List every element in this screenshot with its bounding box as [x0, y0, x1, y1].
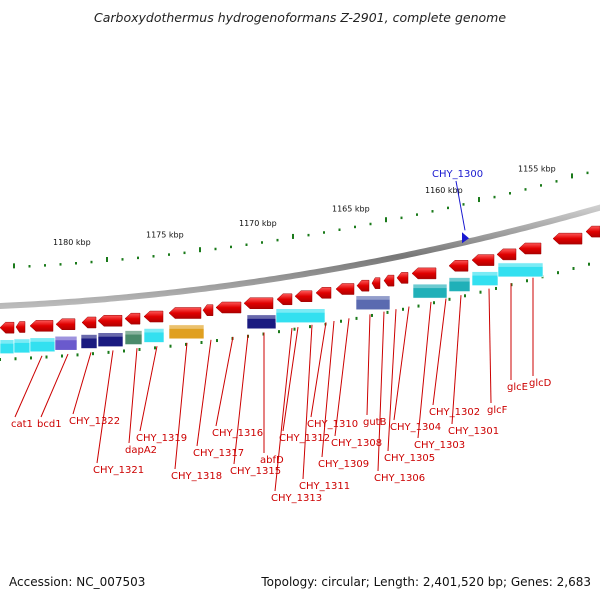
gene-arrow [15, 321, 26, 333]
gene-label: CHY_1301 [448, 426, 499, 437]
gene-label: CHY_1308 [331, 438, 382, 449]
scale-label: 1180 kbp [53, 238, 91, 247]
genome-backbone [0, 204, 600, 310]
gene-arrow [143, 310, 164, 323]
gene-arrow [396, 272, 409, 284]
cog-bar [412, 283, 448, 299]
gene-label: CHY_1315 [230, 466, 281, 477]
gene-label: CHY_1313 [271, 493, 322, 504]
cog-bar [355, 295, 391, 311]
gene-label: CHY_1304 [390, 422, 441, 433]
gene-label: glcE [507, 382, 528, 393]
gene-arrow [383, 274, 395, 287]
scale-label: 1165 kbp [332, 204, 370, 213]
gene-label: glcF [487, 405, 508, 416]
gene-arrow [215, 301, 242, 314]
gene-arrow [243, 297, 274, 310]
gene-label: CHY_1311 [299, 481, 350, 492]
accession-text: Accession: NC_007503 [9, 575, 146, 589]
gene-label: dapA2 [125, 445, 157, 456]
scale-label: 1160 kbp [425, 186, 463, 195]
cog-bar [497, 262, 544, 278]
gene-label: gutB [363, 417, 387, 428]
cog-bar [54, 335, 78, 351]
highlight-marker [462, 232, 469, 244]
gene-arrow [55, 318, 76, 331]
gene-label: CHY_1309 [318, 459, 369, 470]
gene-label: CHY_1306 [374, 473, 425, 484]
gene-label: CHY_1316 [212, 428, 263, 439]
cog-bar [80, 334, 98, 349]
gene-arrow [97, 314, 123, 327]
cog-bar [124, 330, 143, 345]
gene-label: abfD [260, 455, 284, 466]
cog-bar [275, 308, 326, 324]
gene-arrow [81, 316, 97, 329]
map-title: Carboxydothermus hydrogenoformans Z-2901… [93, 10, 507, 25]
gene-arrow [276, 293, 293, 306]
scale-label: 1155 kbp [518, 165, 556, 174]
gene-label: CHY_1312 [279, 433, 330, 444]
gene-arrow [356, 279, 370, 292]
gene-arrow [411, 267, 437, 280]
gene-label: bcd1 [37, 419, 62, 430]
highlight-gene-label: CHY_1300 [432, 169, 483, 180]
gene-arrow [124, 312, 141, 325]
gene-arrow [448, 260, 469, 272]
gene-arrow [585, 225, 600, 238]
gene-arrow [371, 277, 381, 289]
label-lines [14, 277, 534, 492]
gene-label: CHY_1302 [429, 407, 480, 418]
gene-arrow [202, 304, 214, 316]
gene-arrow [335, 283, 355, 295]
gene-label: CHY_1319 [136, 433, 187, 444]
gene-label: glcD [529, 378, 552, 389]
cog-bar [97, 332, 124, 347]
gene-arrow [315, 287, 332, 299]
cog-bar [168, 324, 205, 340]
gene-label: CHY_1317 [193, 448, 244, 459]
scale-label: 1175 kbp [146, 230, 184, 239]
gene-arrow [29, 320, 54, 332]
gene-label: cat1 [11, 419, 33, 430]
cog-bars [0, 262, 544, 354]
cog-bar [471, 271, 499, 286]
gene-arrow [168, 307, 202, 319]
gene-label: CHY_1321 [93, 465, 144, 476]
scale-ticks: 1180 kbp 1175 kbp 1170 kbp 1165 kbp 1160 kbp… [0, 165, 590, 361]
gene-arrow [552, 232, 583, 245]
gene-label: CHY_1318 [171, 471, 222, 482]
cog-bar [448, 277, 471, 292]
scale-label: 1170 kbp [239, 219, 277, 228]
cog-bar [143, 328, 165, 343]
gene-label: CHY_1322 [69, 416, 120, 427]
gene-label: CHY_1310 [307, 419, 358, 430]
gene-arrow [518, 242, 542, 255]
topology-info: Topology: circular; Length: 2,401,520 bp… [261, 575, 591, 589]
gene-label: CHY_1305 [384, 453, 435, 464]
gene-arrow [0, 321, 15, 334]
gene-arrows: CHY_1300 [0, 169, 600, 334]
gene-arrow [471, 254, 495, 266]
gene-label: CHY_1303 [414, 440, 465, 451]
gene-arrow [496, 248, 517, 261]
gene-arrow [294, 290, 313, 302]
